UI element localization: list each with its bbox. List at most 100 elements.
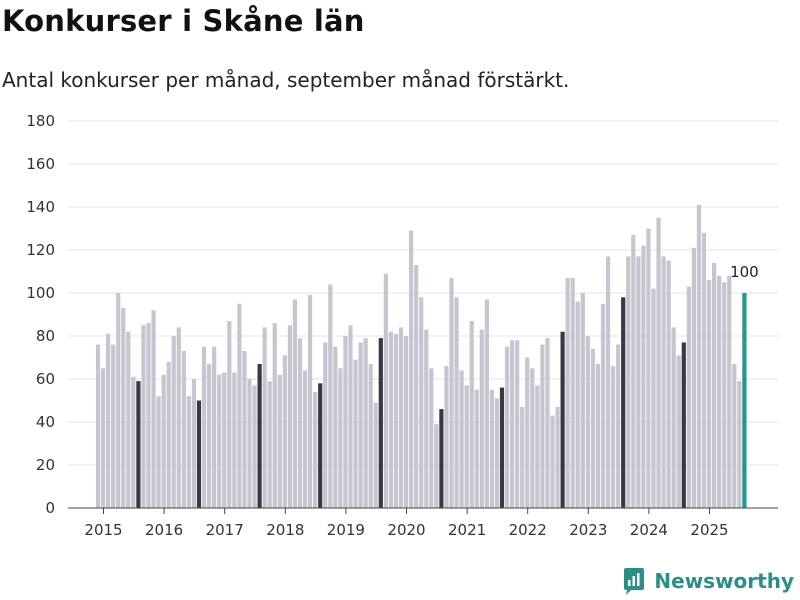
bar (348, 325, 353, 508)
bar (545, 338, 550, 508)
bar (515, 340, 520, 508)
bar (686, 286, 691, 508)
x-tick-label: 2021 (448, 521, 486, 539)
bar (737, 381, 742, 508)
bar (605, 256, 611, 508)
bar (131, 376, 136, 508)
bar (565, 277, 570, 508)
bar (151, 310, 156, 508)
bar (585, 336, 590, 508)
bar (499, 387, 505, 508)
bar (479, 329, 484, 508)
bar (136, 381, 141, 508)
bar (227, 320, 232, 508)
bar (121, 308, 126, 508)
bar (176, 327, 181, 508)
bar (414, 265, 419, 508)
bar (222, 372, 227, 508)
bar (156, 396, 161, 508)
bar (242, 351, 247, 508)
x-tick-label: 2018 (266, 521, 304, 539)
x-tick-label: 2017 (206, 521, 244, 539)
bar (727, 275, 732, 508)
bar (722, 282, 727, 508)
y-tick-label: 80 (36, 327, 55, 345)
bar (464, 385, 469, 508)
bar (308, 295, 313, 508)
x-tick-label: 2019 (327, 521, 365, 539)
bar (530, 368, 535, 508)
bar (398, 327, 404, 508)
bar (575, 301, 580, 508)
bar (560, 331, 565, 508)
bar (207, 363, 212, 508)
bar (671, 327, 676, 508)
y-tick-label: 120 (26, 241, 55, 259)
bar (454, 297, 459, 508)
bar (449, 277, 454, 508)
x-tick-label: 2022 (509, 521, 547, 539)
bar (191, 379, 197, 508)
y-tick-label: 180 (26, 112, 55, 130)
bar (318, 383, 323, 508)
bar (429, 368, 434, 508)
bar (666, 260, 671, 508)
bar (100, 368, 106, 508)
bar (232, 372, 237, 508)
bar (681, 342, 686, 508)
axes: 0 20 40 60 80 100 120 140 160 180 2015 2016 2017 2018… (26, 112, 778, 539)
bar (272, 323, 277, 508)
y-tick-label: 40 (36, 413, 55, 431)
bar (631, 234, 636, 508)
bars (95, 204, 747, 509)
bar (217, 374, 222, 508)
bar (535, 385, 540, 508)
bar (419, 297, 424, 508)
y-tick-label: 0 (45, 499, 55, 517)
bar (378, 338, 383, 508)
bar (257, 363, 262, 508)
bar (333, 346, 338, 508)
bar (403, 336, 409, 508)
bar (520, 406, 525, 508)
bar (368, 363, 373, 508)
bar (691, 247, 696, 508)
bar (358, 342, 363, 508)
bar (469, 320, 474, 508)
bar (116, 293, 121, 508)
bar (383, 273, 388, 508)
bar (106, 333, 111, 508)
bar (166, 361, 171, 508)
brand: Newsworthy (622, 566, 794, 596)
chart-subtitle: Antal konkurser per månad, september mån… (2, 68, 570, 92)
bar (201, 346, 207, 508)
bar (580, 293, 585, 508)
bar (328, 284, 333, 508)
bar (424, 329, 429, 508)
chart-title: Konkurser i Skåne län (2, 4, 365, 38)
bar (474, 389, 479, 508)
bar (489, 389, 494, 508)
bar (393, 333, 399, 508)
bar (277, 374, 282, 508)
bar (302, 370, 308, 508)
bar (323, 342, 328, 508)
x-tick-label: 2016 (145, 521, 183, 539)
x-tick-label: 2024 (630, 521, 668, 539)
bar (388, 331, 393, 508)
bar (540, 344, 545, 508)
bar (600, 303, 606, 508)
bar (237, 303, 242, 508)
bar (555, 406, 560, 508)
bar (444, 366, 449, 508)
bar (590, 348, 595, 508)
bar (95, 344, 101, 508)
bar (621, 297, 626, 508)
bar (696, 204, 702, 508)
x-tick-label: 2015 (84, 521, 122, 539)
bar (292, 299, 298, 508)
latest-value-label: 100 (730, 263, 759, 281)
bar (196, 400, 202, 508)
bar (146, 323, 151, 508)
bar (252, 385, 257, 508)
